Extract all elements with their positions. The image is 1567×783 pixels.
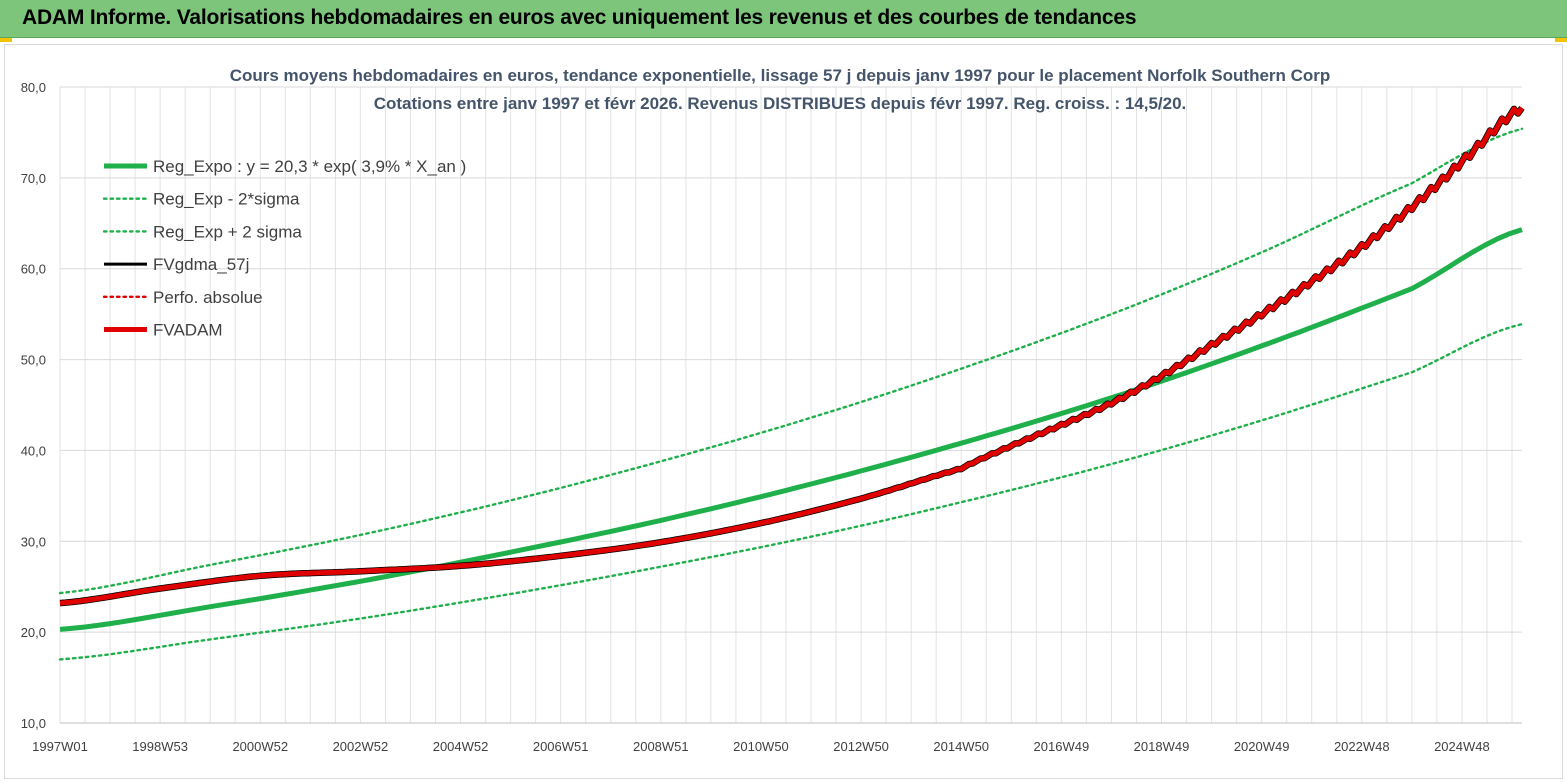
series-line-3 [59,105,1525,607]
x-tick-label: 2000W52 [232,739,288,754]
series-line-0 [59,227,1523,632]
legend-label-5: FVADAM [153,321,223,340]
x-tick-label: 2024W48 [1434,739,1490,754]
chart-title: Cours moyens hebdomadaires en euros, ten… [230,66,1331,85]
legend-label-4: Perfo. absolue [153,288,263,307]
y-tick-label: 50,0 [21,353,46,368]
chart-frame [4,44,1563,779]
x-tick-label: 2010W50 [733,739,789,754]
chart-subtitle: Cotations entre janv 1997 et févr 2026. … [374,94,1187,113]
legend-label-3: FVgdma_57j [153,255,249,274]
y-tick-label: 10,0 [21,716,46,731]
x-tick-label: 2014W50 [933,739,989,754]
x-tick-label: 2022W48 [1334,739,1390,754]
series-line-2 [58,127,1524,595]
y-tick-label: 60,0 [21,262,46,277]
corner-marker-left [0,38,12,42]
legend-label-0: Reg_Expo : y = 20,3 * exp( 3,9% * X_an ) [153,157,466,176]
y-tick-label: 80,0 [21,80,46,95]
axis-layer: 10,0 20,0 30,0 40,0 50,0 60,0 70,0 80,0 1997W01 1… [21,80,1522,754]
y-tick-label: 70,0 [21,171,46,186]
y-tick-label: 30,0 [21,534,46,549]
legend: Reg_Expo : y = 20,3 * exp( 3,9% * X_an )… [102,157,466,340]
y-tick-label: 20,0 [21,625,46,640]
y-tick-label: 40,0 [21,443,46,458]
x-tick-label: 2020W49 [1234,739,1290,754]
x-tick-label: 2016W49 [1034,739,1090,754]
report-title: ADAM Informe. Valorisations hebdomadaire… [22,6,1137,29]
corner-marker-right [1555,38,1567,42]
report-header-bar: ADAM Informe. Valorisations hebdomadaire… [0,0,1567,38]
grid-layer [59,86,1522,724]
series-line-1 [58,322,1524,661]
legend-label-1: Reg_Exp - 2*sigma [153,190,300,209]
series-line-5 [59,106,1525,606]
x-tick-label: 1998W53 [132,739,188,754]
x-tick-label: 2012W50 [833,739,889,754]
legend-label-2: Reg_Exp + 2 sigma [153,222,302,241]
x-tick-label: 2002W52 [333,739,389,754]
x-tick-label: 2006W51 [533,739,589,754]
x-tick-label: 2008W51 [633,739,689,754]
series-layer [58,105,1525,661]
x-tick-label: 2018W49 [1134,739,1190,754]
x-tick-label: 2004W52 [433,739,489,754]
x-tick-label: 1997W01 [32,739,88,754]
